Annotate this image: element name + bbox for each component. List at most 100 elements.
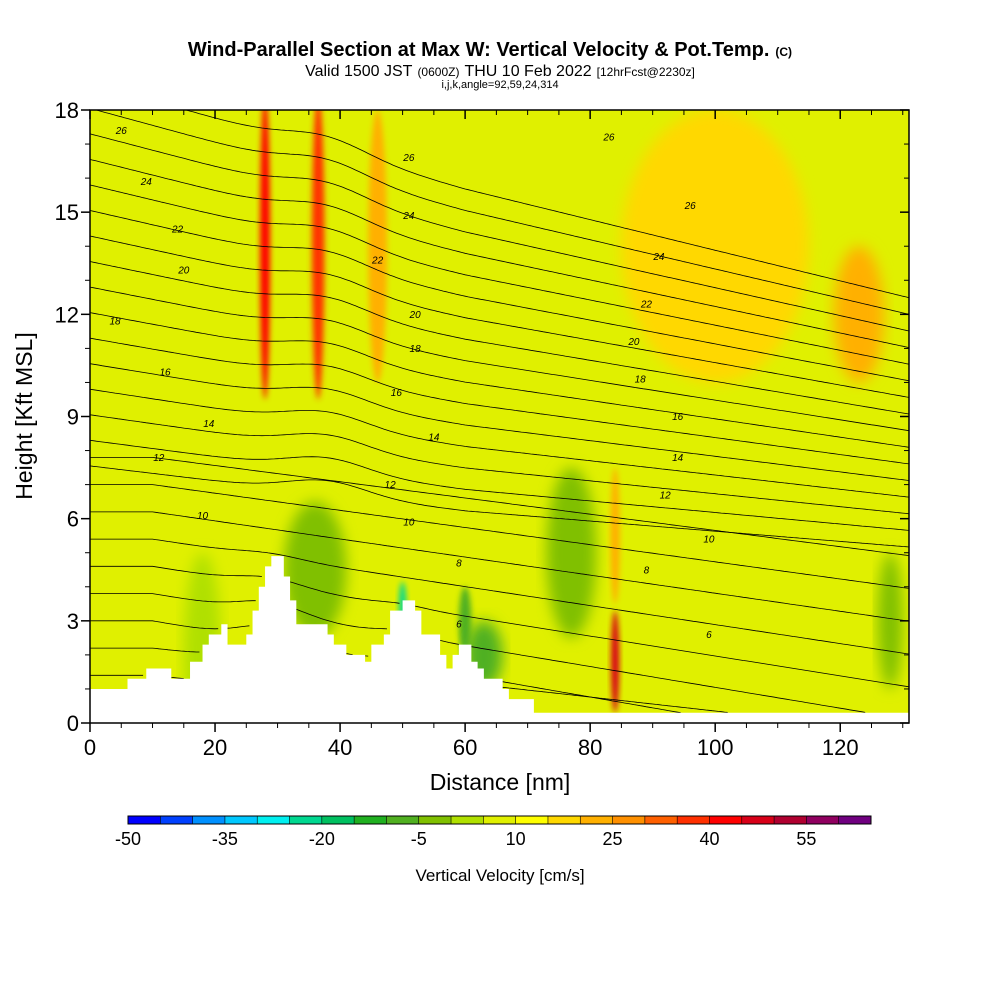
colorbar-swatch (774, 816, 807, 824)
colorbar-tick-label: -50 (115, 829, 141, 849)
contour-label: 16 (672, 412, 684, 423)
theta-contour-16 (90, 388, 909, 498)
colorbar-tick-label: 40 (699, 829, 719, 849)
theta-contour-26 (90, 133, 909, 332)
theta-contour-11 (90, 484, 909, 589)
contour-label: 6 (706, 630, 712, 641)
theta-contour-13 (90, 465, 909, 548)
y-tick-label: 6 (67, 507, 79, 532)
x-tick-label: 20 (203, 735, 227, 760)
theta-contour-25 (90, 159, 909, 348)
colorbar-frame (127, 815, 872, 825)
axes: 0 20 40 60 80 100 120 0 3 6 9 12 15 18 (55, 98, 909, 760)
contour-label: 6 (456, 620, 462, 631)
colorbar-swatch (386, 816, 420, 824)
contour-label: 24 (140, 177, 153, 188)
colorbar-swatch (289, 816, 323, 824)
theta-contour-8-2 (415, 605, 909, 688)
x-tick-label: 80 (578, 735, 602, 760)
w-feature-7 (610, 467, 620, 604)
w-feature-11 (621, 110, 809, 383)
colorbar-swatch (806, 816, 839, 824)
contour-label: 16 (391, 388, 403, 399)
theta-contour-21 (90, 261, 909, 415)
contour-label: 22 (640, 300, 653, 311)
theta-contour-5 (90, 647, 200, 653)
contour-label: 22 (371, 255, 384, 266)
colorbar-swatch (612, 816, 646, 824)
colorbar-tick-label: 10 (506, 829, 526, 849)
colorbar-tick-label: 25 (603, 829, 623, 849)
theta-contour-8-1 (289, 581, 400, 604)
theta-contour-18 (90, 337, 909, 465)
colorbar-swatch (321, 816, 355, 824)
w-feature-6 (611, 610, 620, 713)
x-tick-label: 40 (328, 735, 352, 760)
theta-contour-14 (90, 439, 909, 531)
y-tick-label: 18 (55, 98, 79, 123)
contour-label: 14 (428, 432, 440, 443)
theta-contour-17 (90, 363, 909, 481)
y-tick-label: 0 (67, 711, 79, 736)
theta-contour-23 (90, 210, 909, 382)
w-feature-13 (190, 110, 216, 451)
colorbar-swatch (418, 816, 452, 824)
colorbar: -50 -35 -20 -5 10 25 40 55 (115, 815, 872, 849)
colorbar-tick-label: -20 (309, 829, 335, 849)
contour-label: 22 (171, 225, 184, 236)
contour-label: 10 (197, 511, 209, 522)
theta-contour-7-2 (440, 640, 459, 645)
chart-grid-index: i,j,k,angle=92,59,24,314 (441, 79, 558, 91)
contour-label: 20 (627, 337, 640, 348)
w-feature-10 (368, 110, 387, 383)
contour-label: 26 (402, 153, 415, 164)
contour-label: 18 (635, 375, 647, 386)
w-feature-8 (260, 110, 271, 400)
w-feature-9 (311, 110, 325, 400)
x-axis-label: Distance [nm] (430, 769, 571, 795)
x-tick-label: 100 (697, 735, 734, 760)
w-feature-15 (877, 552, 903, 689)
theta-contour-6-2 (346, 653, 353, 655)
colorbar-swatch (257, 816, 290, 824)
colorbar-swatch (451, 816, 484, 824)
contour-label: 12 (153, 453, 165, 464)
contour-label: 26 (684, 201, 697, 212)
colorbar-tick-label: 55 (796, 829, 816, 849)
terrain (90, 556, 909, 723)
y-axis-label: Height [Kft MSL] (11, 332, 37, 499)
theta-contour-4-1 (171, 677, 184, 679)
theta-contour-6-5 (502, 681, 681, 714)
chart-subtitle: Valid 1500 JST (0600Z) THU 10 Feb 2022 [12h… (305, 63, 695, 80)
colorbar-swatch (354, 816, 387, 824)
theta-contour-7-1 (296, 608, 388, 630)
vertical-velocity-field (90, 110, 909, 723)
contour-label: 20 (409, 310, 422, 321)
x-tick-label: 0 (84, 735, 96, 760)
colorbar-swatch (128, 816, 161, 824)
contour-label: 12 (385, 480, 397, 491)
theta-contour-8 (90, 565, 262, 577)
colorbar-swatch (741, 816, 775, 824)
contour-label: 12 (660, 490, 672, 501)
colorbar-swatch (644, 816, 678, 824)
colorbar-title: Vertical Velocity [cm/s] (415, 866, 584, 885)
w-feature-5 (546, 467, 597, 638)
contour-label: 24 (652, 252, 665, 263)
theta-contour-28 (184, 110, 909, 299)
contour-label: 18 (410, 344, 422, 355)
theta-contour-24 (90, 184, 909, 365)
theta-contour-9 (90, 538, 909, 655)
theta-contour-5-1 (502, 686, 728, 713)
colorbar-swatch (192, 816, 226, 824)
colorbar-swatch (709, 816, 743, 824)
theta-contour-12 (90, 457, 909, 556)
colorbar-swatch (547, 816, 581, 824)
colorbar-swatch (677, 816, 710, 824)
colorbar-swatch (160, 816, 193, 824)
colorbar-swatch (580, 816, 613, 824)
theta-contour-19 (90, 312, 909, 448)
x-tick-label: 120 (822, 735, 859, 760)
contour-label: 10 (703, 535, 715, 546)
